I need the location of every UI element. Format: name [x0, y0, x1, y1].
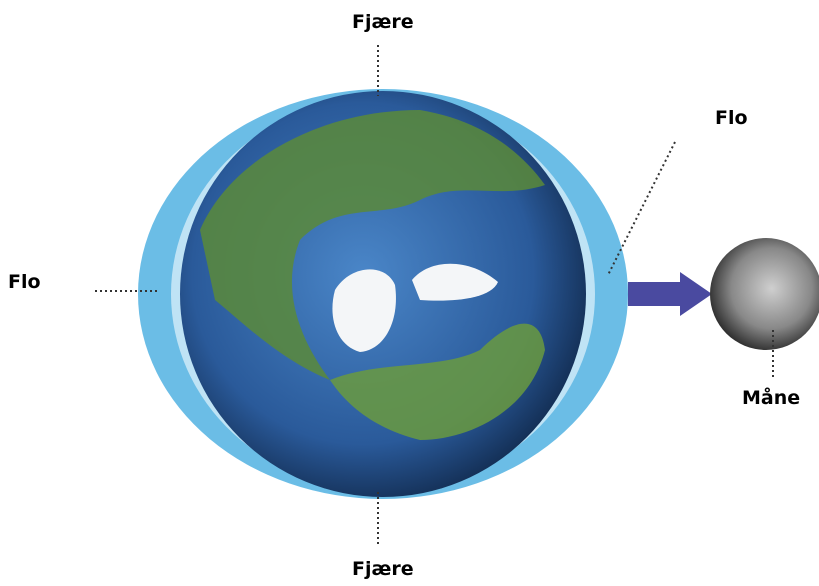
- label-left: Flo: [8, 271, 41, 293]
- earth: [180, 91, 586, 497]
- label-top: Fjære: [352, 11, 414, 33]
- label-moon: Måne: [742, 385, 800, 409]
- label-right: Flo: [715, 107, 748, 129]
- moon: [710, 238, 819, 350]
- leader-lines: [95, 45, 774, 545]
- arrow: [628, 272, 712, 316]
- label-bottom: Fjære: [352, 558, 414, 580]
